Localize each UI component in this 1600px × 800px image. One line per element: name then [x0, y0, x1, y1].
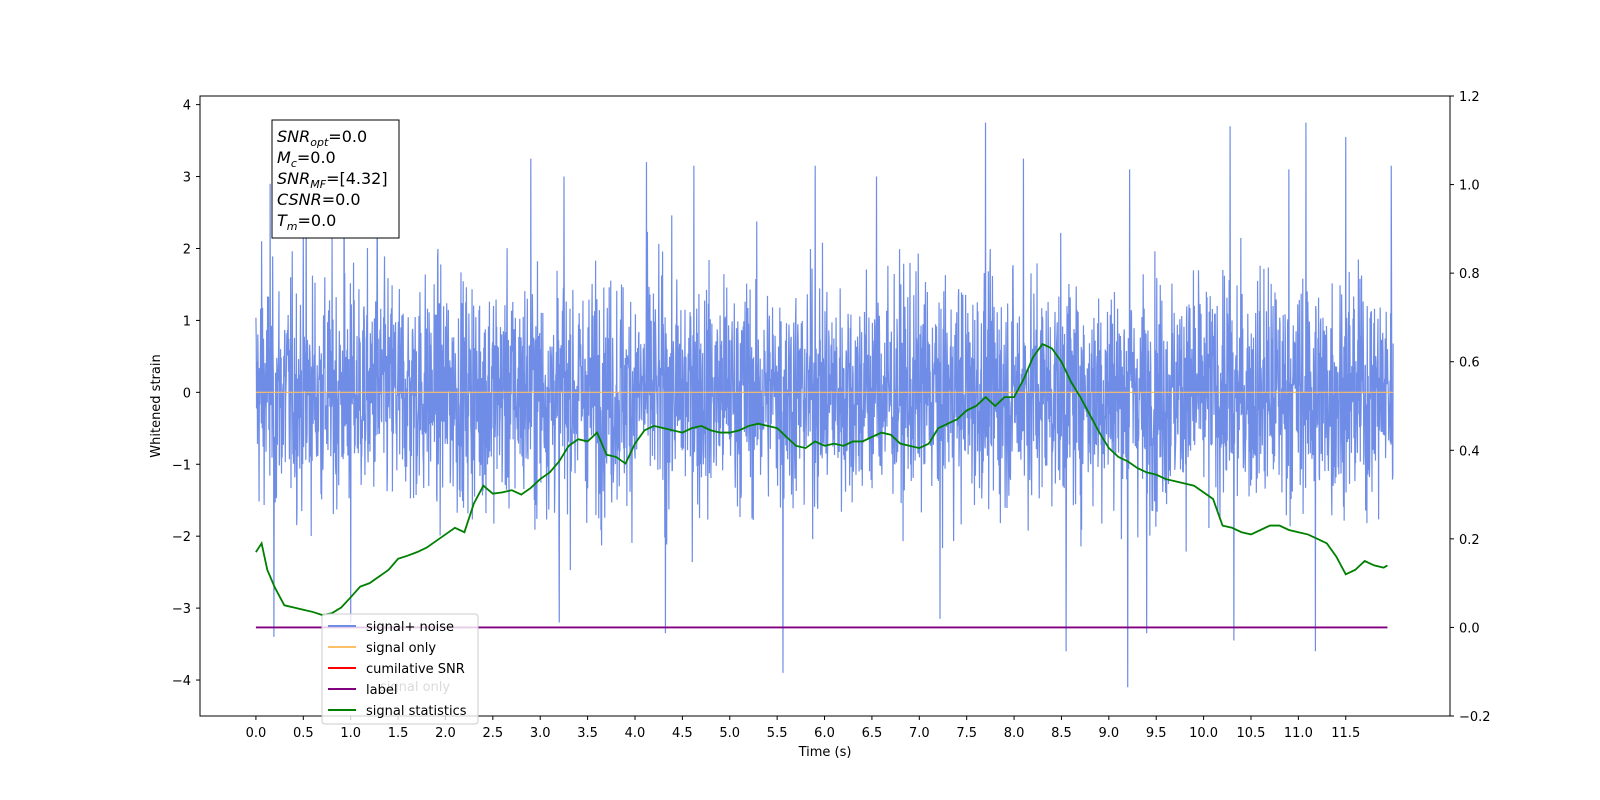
x-tick-label: 6.0: [814, 726, 835, 741]
y-tick-label: −3: [172, 602, 191, 617]
y2-tick-label: 0.0: [1459, 621, 1480, 636]
x-tick-label: 6.5: [862, 726, 883, 741]
legend-item: label: [366, 683, 397, 698]
x-tick-label: 8.0: [1004, 726, 1025, 741]
x-axis-label: Time (s): [798, 745, 852, 760]
x-tick-label: 0.5: [293, 726, 314, 741]
legend: signal+ noise signal only cumilative SNR la…: [321, 613, 479, 725]
x-tick-label: 2.5: [482, 726, 503, 741]
y-tick-label: −4: [172, 674, 191, 689]
x-tick-label: 5.5: [767, 726, 788, 741]
x-tick-label: 7.5: [956, 726, 977, 741]
x-tick-label: 11.0: [1284, 726, 1313, 741]
annotation-line: SNRopt=0.0: [277, 127, 367, 149]
series-signal-statistics: [255, 342, 1388, 616]
y-tick-label: 2: [183, 242, 191, 257]
x-tick-label: 7.0: [909, 726, 930, 741]
x-tick-label: 1.5: [388, 726, 409, 741]
x-tick-label: 3.5: [577, 726, 598, 741]
y-tick-label: 3: [183, 171, 191, 186]
x-tick-label: 10.0: [1189, 726, 1218, 741]
x-tick-label: 4.5: [672, 726, 693, 741]
x-tick-label: 10.5: [1237, 726, 1266, 741]
y2-tick-label: 1.2: [1459, 90, 1480, 105]
y2-tick-label: 0.6: [1459, 356, 1480, 371]
annotation-line: Mc=0.0: [277, 148, 336, 170]
legend-item: cumilative SNR: [366, 662, 465, 677]
legend-item: signal+ noise: [366, 620, 454, 635]
x-tick-label: 4.0: [625, 726, 646, 741]
y2-tick-label: 0.4: [1459, 444, 1480, 459]
y-axis-label: Whitened strain: [149, 354, 164, 457]
x-tick-label: 9.0: [1098, 726, 1119, 741]
annotation-line: SNRMF=[4.32]: [277, 169, 388, 191]
legend-item: signal statistics: [366, 704, 467, 719]
y-tick-label: 0: [183, 386, 191, 401]
x-tick-label: 2.0: [435, 726, 456, 741]
x-tick-label: 1.0: [340, 726, 361, 741]
y-tick-label: 1: [183, 314, 191, 329]
x-tick-label: 8.5: [1051, 726, 1072, 741]
annotation-line: CSNR=0.0: [277, 190, 361, 209]
y2-tick-label: 1.0: [1459, 179, 1480, 194]
x-tick-label: 3.0: [530, 726, 551, 741]
y2-tick-label: 0.2: [1459, 533, 1480, 548]
y-tick-label: −1: [172, 458, 191, 473]
x-tick-label: 5.0: [719, 726, 740, 741]
x-tick-label: 11.5: [1331, 726, 1360, 741]
y-tick-label: 4: [183, 99, 191, 114]
x-tick-label: 0.0: [246, 726, 267, 741]
y2-tick-label: −0.2: [1459, 710, 1491, 725]
annotation-line: Tm=0.0: [277, 211, 336, 233]
y-tick-label: −2: [172, 530, 191, 545]
y2-tick-label: 0.8: [1459, 267, 1480, 282]
legend-ghost-text: signal only: [380, 680, 450, 695]
x-tick-label: 9.5: [1146, 726, 1167, 741]
legend-item: signal only: [366, 641, 436, 656]
